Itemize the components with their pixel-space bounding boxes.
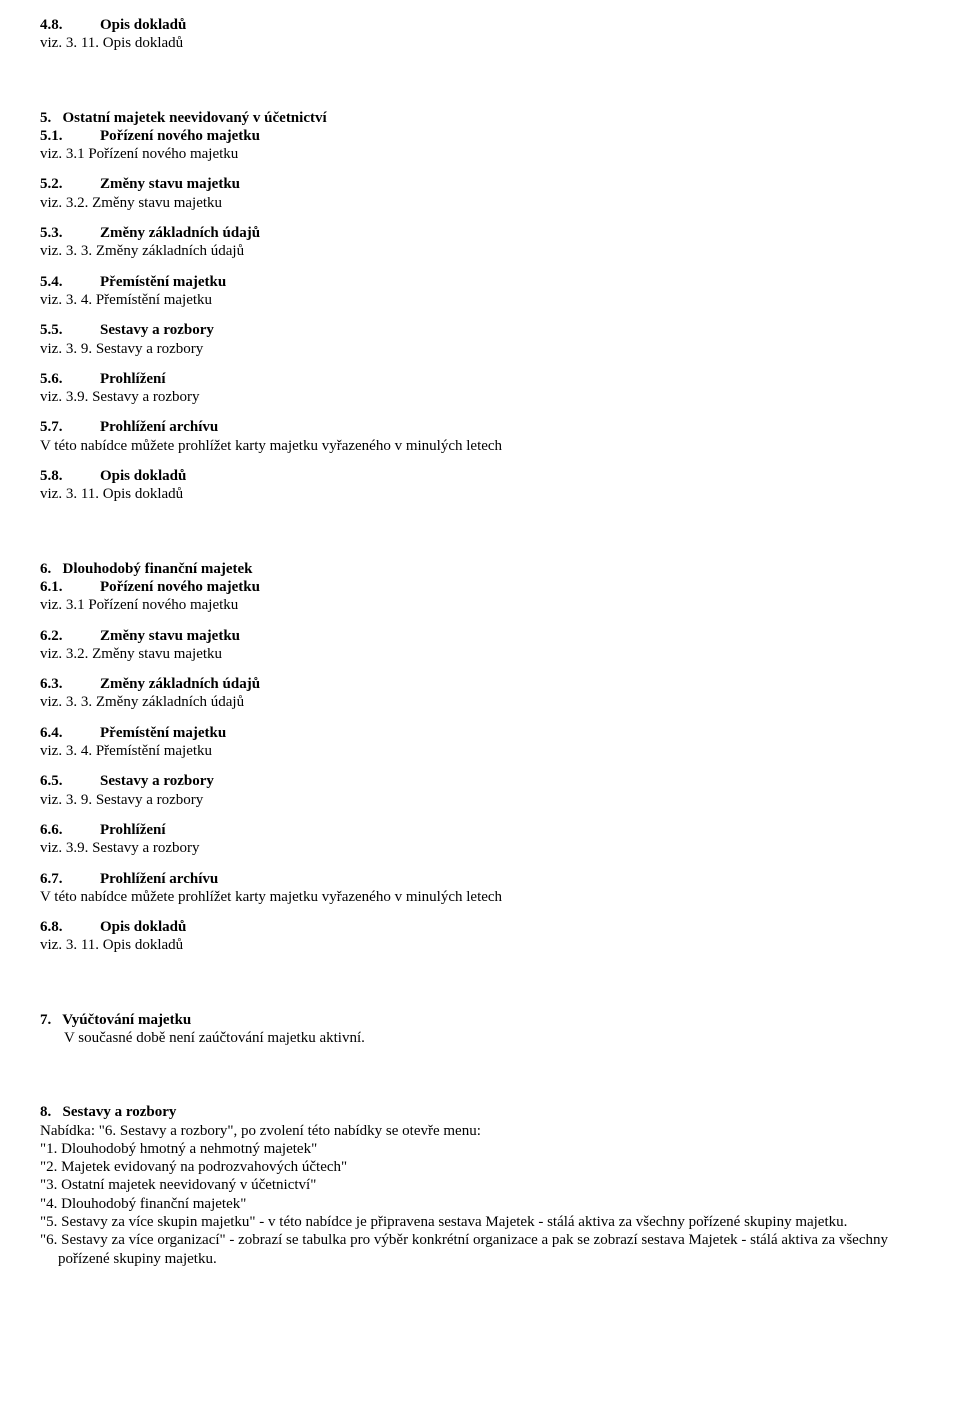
item-label: Změny stavu majetku <box>100 628 240 644</box>
item-label: Změny stavu majetku <box>100 176 240 192</box>
item-num: 5.3. <box>40 225 63 241</box>
item-5-2-ref: viz. 3.2. Změny stavu majetku <box>40 194 920 212</box>
item-5-4-ref: viz. 3. 4. Přemístění majetku <box>40 291 920 309</box>
item-num: 5.2. <box>40 176 63 192</box>
item-5-8: 5.8. Opis dokladů <box>40 467 920 485</box>
item-5-6: 5.6. Prohlížení <box>40 370 920 388</box>
item-5-5: 5.5. Sestavy a rozbory <box>40 321 920 339</box>
section-num: 8. <box>40 1104 51 1120</box>
item-6-2: 6.2. Změny stavu majetku <box>40 627 920 645</box>
item-6-3: 6.3. Změny základních údajů <box>40 675 920 693</box>
section-label: Vyúčtování majetku <box>62 1012 191 1028</box>
item-label: Prohlížení <box>100 371 166 387</box>
item-5-8-ref: viz. 3. 11. Opis dokladů <box>40 485 920 503</box>
section-8-intro: Nabídka: "6. Sestavy a rozbory", po zvol… <box>40 1122 920 1140</box>
item-5-2: 5.2. Změny stavu majetku <box>40 175 920 193</box>
item-5-4: 5.4. Přemístění majetku <box>40 273 920 291</box>
item-label: Pořízení nového majetku <box>100 579 260 595</box>
item-label: Změny základních údajů <box>100 225 260 241</box>
item-num: 6.4. <box>40 725 63 741</box>
item-label: Prohlížení <box>100 822 166 838</box>
item-num: 6.6. <box>40 822 63 838</box>
item-label: Sestavy a rozbory <box>100 322 214 338</box>
item-5-1-ref: viz. 3.1 Pořízení nového majetku <box>40 145 920 163</box>
item-num: 4.8. <box>40 17 63 33</box>
item-num: 6.5. <box>40 773 63 789</box>
item-5-3-ref: viz. 3. 3. Změny základních údajů <box>40 242 920 260</box>
item-6-5-ref: viz. 3. 9. Sestavy a rozbory <box>40 791 920 809</box>
section-label: Ostatní majetek neevidovaný v účetnictví <box>63 110 327 126</box>
item-6-5: 6.5. Sestavy a rozbory <box>40 772 920 790</box>
item-num: 6.7. <box>40 871 63 887</box>
item-5-7: 5.7. Prohlížení archívu <box>40 418 920 436</box>
item-4-8-ref: viz. 3. 11. Opis dokladů <box>40 34 920 52</box>
section-num: 6. <box>40 561 51 577</box>
item-label: Pořízení nového majetku <box>100 128 260 144</box>
item-label: Opis dokladů <box>100 468 186 484</box>
item-5-1: 5.1. Pořízení nového majetku <box>40 127 920 145</box>
item-label: Přemístění majetku <box>100 274 226 290</box>
sec8-line-6: "6. Sestavy za více organizací" - zobraz… <box>40 1231 920 1268</box>
item-6-1: 6.1. Pořízení nového majetku <box>40 578 920 596</box>
item-num: 5.5. <box>40 322 63 338</box>
item-num: 5.4. <box>40 274 63 290</box>
sec8-line-4: "4. Dlouhodobý finanční majetek" <box>40 1195 920 1213</box>
item-label: Opis dokladů <box>100 919 186 935</box>
section-label: Dlouhodobý finanční majetek <box>63 561 253 577</box>
item-6-8-ref: viz. 3. 11. Opis dokladů <box>40 936 920 954</box>
section-label: Sestavy a rozbory <box>63 1104 177 1120</box>
item-6-6-ref: viz. 3.9. Sestavy a rozbory <box>40 839 920 857</box>
item-num: 6.1. <box>40 579 63 595</box>
item-5-3: 5.3. Změny základních údajů <box>40 224 920 242</box>
item-label: Změny základních údajů <box>100 676 260 692</box>
sec8-line-2: "2. Majetek evidovaný na podrozvahových … <box>40 1158 920 1176</box>
item-num: 5.1. <box>40 128 63 144</box>
item-5-6-ref: viz. 3.9. Sestavy a rozbory <box>40 388 920 406</box>
item-6-6: 6.6. Prohlížení <box>40 821 920 839</box>
sec8-line-5: "5. Sestavy za více skupin majetku" - v … <box>40 1213 920 1231</box>
section-8-title: 8. Sestavy a rozbory <box>40 1103 920 1121</box>
item-6-1-ref: viz. 3.1 Pořízení nového majetku <box>40 596 920 614</box>
section-7-title: 7. Vyúčtování majetku <box>40 1011 920 1029</box>
item-num: 5.7. <box>40 419 63 435</box>
item-6-3-ref: viz. 3. 3. Změny základních údajů <box>40 693 920 711</box>
item-num: 5.8. <box>40 468 63 484</box>
item-label: Prohlížení archívu <box>100 419 218 435</box>
section-6-title: 6. Dlouhodobý finanční majetek <box>40 560 920 578</box>
item-label: Přemístění majetku <box>100 725 226 741</box>
item-5-5-ref: viz. 3. 9. Sestavy a rozbory <box>40 340 920 358</box>
section-5-title: 5. Ostatní majetek neevidovaný v účetnic… <box>40 109 920 127</box>
item-label: Prohlížení archívu <box>100 871 218 887</box>
item-label: Sestavy a rozbory <box>100 773 214 789</box>
item-6-2-ref: viz. 3.2. Změny stavu majetku <box>40 645 920 663</box>
section-num: 7. <box>40 1012 51 1028</box>
item-num: 6.8. <box>40 919 63 935</box>
item-4-8: 4.8. Opis dokladů <box>40 16 920 34</box>
section-num: 5. <box>40 110 51 126</box>
item-label: Opis dokladů <box>100 17 186 33</box>
item-num: 6.2. <box>40 628 63 644</box>
item-5-7-ref: V této nabídce můžete prohlížet karty ma… <box>40 437 920 455</box>
sec8-line-1: "1. Dlouhodobý hmotný a nehmotný majetek… <box>40 1140 920 1158</box>
sec8-line-3: "3. Ostatní majetek neevidovaný v účetni… <box>40 1176 920 1194</box>
item-num: 5.6. <box>40 371 63 387</box>
section-7-body: V současné době není zaúčtování majetku … <box>64 1029 920 1047</box>
item-6-7: 6.7. Prohlížení archívu <box>40 870 920 888</box>
item-6-4: 6.4. Přemístění majetku <box>40 724 920 742</box>
item-6-8: 6.8. Opis dokladů <box>40 918 920 936</box>
item-num: 6.3. <box>40 676 63 692</box>
item-6-4-ref: viz. 3. 4. Přemístění majetku <box>40 742 920 760</box>
item-6-7-ref: V této nabídce můžete prohlížet karty ma… <box>40 888 920 906</box>
